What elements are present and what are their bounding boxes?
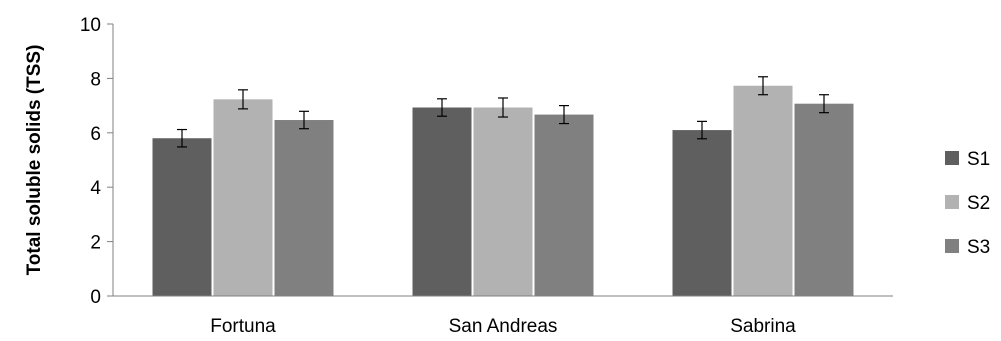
bar-s3-sabrina	[794, 103, 854, 296]
bars	[152, 85, 854, 297]
y-tick-label: 4	[90, 178, 101, 199]
bar-s1-sabrina	[672, 130, 732, 296]
bar-s2-sabrina	[733, 85, 793, 296]
bar-s3-fortuna	[274, 120, 334, 297]
y-tick-label: 6	[90, 124, 101, 145]
x-category-label: San Andreas	[449, 316, 558, 337]
y-tick-label: 8	[90, 69, 101, 90]
x-category-label: Fortuna	[210, 316, 276, 337]
legend-label-s2: S2	[967, 193, 990, 214]
legend-label-s1: S1	[967, 149, 990, 170]
legend-swatch-s1	[945, 151, 959, 165]
bar-s2-fortuna	[213, 99, 273, 297]
legend-swatch-s3	[945, 239, 959, 253]
error-bars	[177, 76, 829, 148]
y-axis-title: Total soluble solids (TSS)	[24, 45, 45, 276]
x-axis-labels: Fortuna San Andreas Sabrina	[210, 316, 796, 337]
y-tick-label: 0	[90, 287, 101, 308]
y-tick-label: 10	[80, 15, 101, 36]
bar-s3-san-andreas	[534, 114, 594, 297]
legend-swatch-s2	[945, 195, 959, 209]
bar-s2-san-andreas	[473, 107, 533, 296]
legend: S1 S2 S3	[945, 149, 990, 258]
bar-s1-san-andreas	[412, 107, 472, 296]
x-category-label: Sabrina	[730, 316, 796, 337]
bar-s1-fortuna	[152, 138, 212, 296]
y-axis-ticks: 0 2 4 6 8 10	[80, 15, 113, 308]
legend-label-s3: S3	[967, 237, 990, 258]
y-tick-label: 2	[90, 233, 101, 254]
axes	[112, 24, 893, 297]
y-axis-title-group: Total soluble solids (TSS)	[24, 45, 45, 276]
